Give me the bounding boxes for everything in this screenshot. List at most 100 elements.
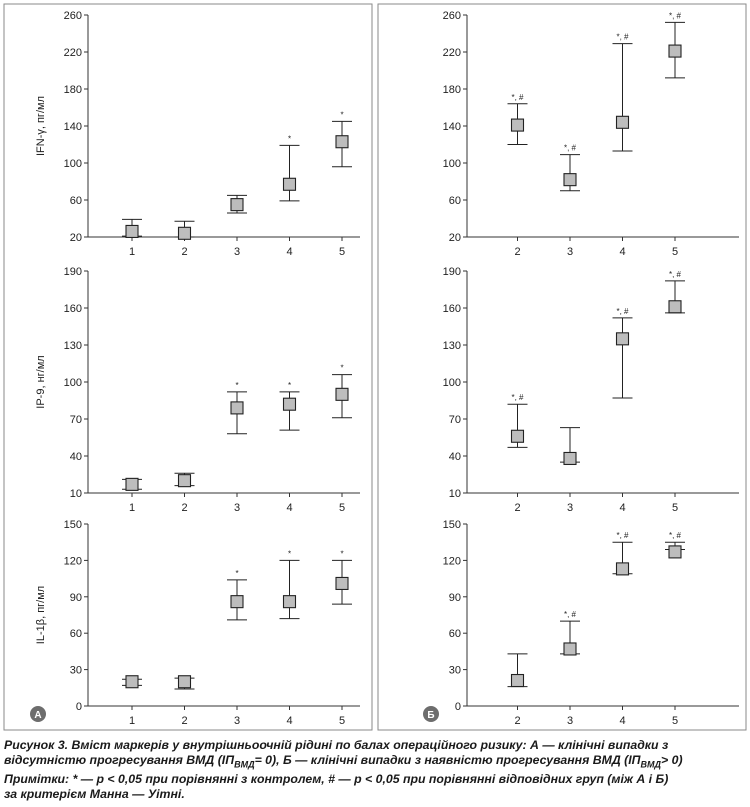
chart3-y-tick-label: 160 [64, 303, 82, 315]
chart4-median-marker-4 [615, 332, 630, 346]
chart6-median-marker-5 [668, 545, 682, 559]
chart2-y-tick-label: 260 [443, 10, 461, 22]
caption-notes-end: за критерієм Манна — Уітні. [4, 787, 185, 802]
chart6-x-tick-label: 3 [567, 715, 573, 727]
chart3-x-tick-label: 4 [286, 502, 292, 514]
chart2-y-tick-label: 20 [449, 232, 461, 244]
chart1-x-tick-label: 5 [339, 246, 345, 258]
chart2-significance-label-2: *, # [511, 93, 524, 102]
chart1-y-tick-label: 100 [64, 158, 82, 170]
chart6-median-marker-4 [615, 562, 630, 576]
chart2-significance-label-5: *, # [669, 11, 682, 20]
chart5-x-tick-label: 4 [286, 715, 292, 727]
chart1-y-tick-label: 140 [64, 121, 82, 133]
chart4-y-tick-label: 190 [443, 266, 461, 278]
chart6-y-tick-label: 120 [443, 555, 461, 567]
chart2-x-tick-label: 4 [619, 246, 625, 258]
chart4-y-tick-label: 10 [449, 488, 461, 500]
chart4-y-tick-label: 70 [449, 414, 461, 426]
chart1-median-marker-5 [335, 135, 349, 149]
chart3-median-marker-3 [230, 401, 244, 415]
chart3-y-tick-label: 190 [64, 266, 82, 278]
chart5-x-tick-label: 1 [129, 715, 135, 727]
chart6-significance-label-3: *, # [564, 610, 577, 619]
chart5-y-tick-label: 120 [64, 555, 82, 567]
chart6-y-tick-label: 60 [449, 628, 461, 640]
chart4-significance-label-5: *, # [669, 270, 682, 279]
chart2-x-tick-label: 2 [514, 246, 520, 258]
chart4-significance-label-4: *, # [616, 307, 629, 316]
chart5-x-tick-label: 3 [234, 715, 240, 727]
chart1-median-marker-4 [282, 177, 297, 191]
chart4-x-tick-label: 3 [567, 502, 573, 514]
panel-frame-right [377, 3, 747, 731]
chart1-significance-label-4: * [288, 134, 291, 143]
chart2-y-tick-label: 100 [443, 158, 461, 170]
chart6-median-marker-2 [510, 673, 525, 688]
chart6-x-tick-label: 4 [619, 715, 625, 727]
chart5-y-axis-label: IL-1β, пг/мл [35, 586, 47, 644]
chart5-median-marker-4 [282, 595, 297, 609]
chart3-x-tick-label: 5 [339, 502, 345, 514]
chart3-significance-label-5: * [340, 364, 343, 373]
caption-line-2-sub-a: ВМД [234, 759, 255, 770]
chart5-median-marker-5 [335, 576, 349, 591]
chart1-y-tick-label: 220 [64, 47, 82, 59]
chart5-median-marker-1 [125, 675, 139, 689]
chart3-median-marker-2 [177, 474, 192, 488]
chart1-significance-label-5: * [340, 110, 343, 119]
caption-line-2-sub-b: ВМД [640, 759, 662, 770]
chart4-x-tick-label: 2 [514, 502, 520, 514]
chart4-median-marker-2 [510, 429, 525, 443]
chart5-y-tick-label: 60 [70, 628, 82, 640]
chart4-x-tick-label: 5 [672, 502, 678, 514]
chart2-median-marker-3 [563, 173, 577, 187]
chart5-y-tick-label: 150 [64, 519, 82, 531]
chart2-x-tick-label: 3 [567, 246, 573, 258]
panel-frame-left [3, 3, 373, 731]
chart2-y-tick-label: 220 [443, 47, 461, 59]
chart1-median-marker-3 [230, 198, 244, 212]
chart3-y-tick-label: 100 [64, 377, 82, 389]
chart4-y-tick-label: 130 [443, 340, 461, 352]
chart4-significance-label-2: *, # [511, 393, 524, 402]
chart1-x-tick-label: 3 [234, 246, 240, 258]
chart4-y-tick-label: 160 [443, 303, 461, 315]
chart3-significance-label-4: * [288, 381, 291, 390]
chart5-x-tick-label: 5 [339, 715, 345, 727]
chart5-y-tick-label: 0 [76, 701, 82, 713]
chart5-x-tick-label: 2 [181, 715, 187, 727]
chart6-y-tick-label: 0 [455, 701, 461, 713]
chart2-median-marker-4 [615, 115, 630, 129]
chart5-significance-label-4: * [288, 549, 291, 558]
chart6-x-tick-label: 2 [514, 715, 520, 727]
chart4-y-tick-label: 40 [449, 451, 461, 463]
chart1-median-marker-2 [177, 226, 192, 240]
chart5-significance-label-3: * [235, 569, 238, 578]
chart2-y-tick-label: 180 [443, 84, 461, 96]
chart6-y-tick-label: 150 [443, 519, 461, 531]
caption-line-2: відсутністю прогресування ВМД (ІПВМД= 0)… [4, 753, 746, 772]
chart5-median-marker-2 [177, 675, 192, 689]
chart3-median-marker-1 [125, 477, 139, 491]
chart2-significance-label-3: *, # [564, 144, 577, 153]
caption-line-2-part-b: = 0), Б — клінічні випадки з наявністю п… [254, 753, 641, 767]
chart5-median-marker-3 [230, 595, 244, 609]
chart3-x-tick-label: 3 [234, 502, 240, 514]
chart1-y-tick-label: 20 [70, 232, 82, 244]
figure-caption: Рисунок 3. Вміст маркерів у внутрішньооч… [4, 738, 746, 802]
chart2-median-marker-5 [668, 44, 682, 58]
chart2-y-tick-label: 60 [449, 195, 461, 207]
chart1-y-tick-label: 180 [64, 84, 82, 96]
chart2-y-tick-label: 140 [443, 121, 461, 133]
chart3-y-tick-label: 10 [70, 488, 82, 500]
panel-badge-b: Б [423, 706, 439, 722]
chart5-y-tick-label: 90 [70, 592, 82, 604]
chart2-significance-label-4: *, # [616, 33, 629, 42]
chart4-x-tick-label: 4 [619, 502, 625, 514]
chart1-y-tick-label: 260 [64, 10, 82, 22]
chart1-median-marker-1 [125, 224, 139, 238]
caption-line-1: Рисунок 3. Вміст маркерів у внутрішньооч… [4, 738, 669, 752]
chart1-x-tick-label: 4 [286, 246, 292, 258]
